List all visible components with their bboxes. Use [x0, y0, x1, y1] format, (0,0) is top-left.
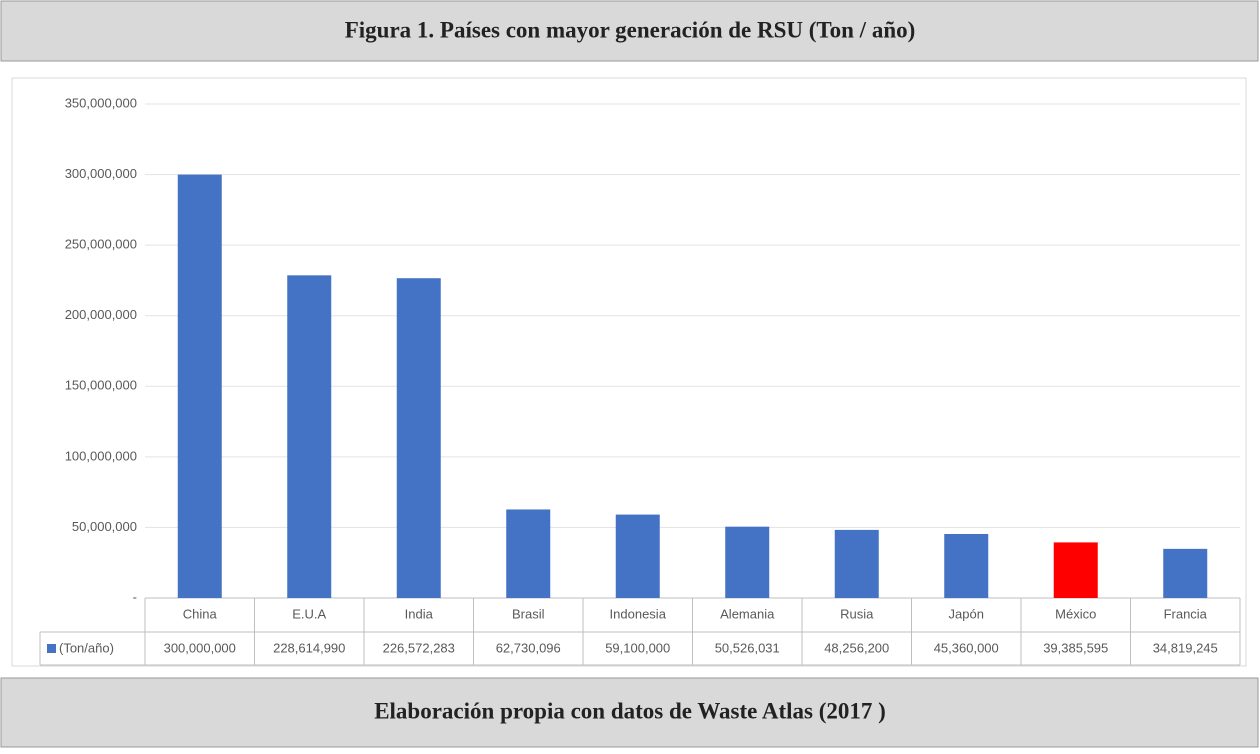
table-value: 50,526,031 [715, 640, 780, 655]
bar [944, 533, 989, 598]
y-tick-label: 250,000,000 [65, 237, 137, 252]
footer: Elaboración propia con datos de Waste At… [374, 698, 886, 723]
table-value: 228,614,990 [273, 640, 345, 655]
legend-swatch [47, 644, 56, 653]
bar [834, 529, 879, 598]
y-tick-label: 300,000,000 [65, 166, 137, 181]
x-tick-label: China [183, 606, 218, 621]
x-tick-label: Francia [1164, 606, 1208, 621]
x-tick-label: México [1055, 606, 1096, 621]
y-tick-label: 150,000,000 [65, 378, 137, 393]
table-value: 48,256,200 [824, 640, 889, 655]
bar [1053, 542, 1098, 598]
bar [725, 526, 770, 598]
x-tick-label: E.U.A [292, 606, 326, 621]
table-value: 226,572,283 [383, 640, 455, 655]
title-box [0, 0, 1259, 62]
x-tick-label: Alemania [720, 606, 775, 621]
x-tick-label: Brasil [512, 606, 545, 621]
x-tick-label: Indonesia [610, 606, 667, 621]
chart-title: Figura 1. Países con mayor generación de… [345, 17, 916, 42]
bar [396, 278, 441, 598]
bar [177, 174, 222, 599]
table-value: 39,385,595 [1043, 640, 1108, 655]
table-value: 45,360,000 [934, 640, 999, 655]
y-tick-label: - [133, 589, 137, 604]
y-tick-label: 100,000,000 [65, 448, 137, 463]
y-tick-label: 200,000,000 [65, 307, 137, 322]
y-tick-label: 350,000,000 [65, 95, 137, 110]
bar [287, 275, 332, 598]
y-tick-label: 50,000,000 [72, 519, 137, 534]
table-value: 59,100,000 [605, 640, 670, 655]
bar [506, 509, 551, 598]
bar [1163, 548, 1208, 598]
footer-box [0, 677, 1259, 748]
x-tick-label: Japón [949, 606, 984, 621]
bar [615, 514, 660, 598]
table-value: 300,000,000 [164, 640, 236, 655]
table-value: 62,730,096 [496, 640, 561, 655]
legend-label: (Ton/año) [59, 640, 114, 655]
x-tick-label: Rusia [840, 606, 874, 621]
x-tick-label: India [405, 606, 434, 621]
table-value: 34,819,245 [1153, 640, 1218, 655]
